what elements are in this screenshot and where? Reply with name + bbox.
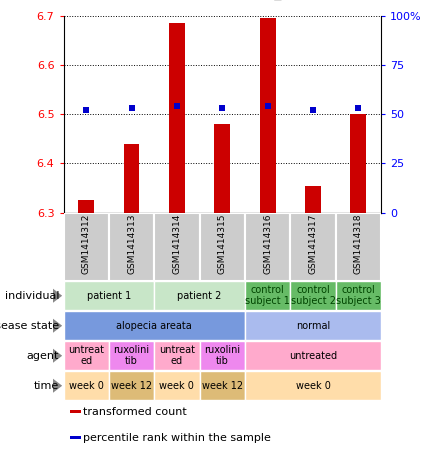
Polygon shape	[53, 289, 62, 303]
Bar	[169, 23, 185, 213]
Polygon shape	[53, 318, 62, 333]
Text: GSM1414313: GSM1414313	[127, 213, 136, 274]
Bar	[64, 371, 109, 400]
Bar	[154, 281, 245, 310]
Text: GSM1414314: GSM1414314	[173, 213, 181, 274]
Text: control
subject 2: control subject 2	[290, 285, 336, 306]
Text: transformed count: transformed count	[83, 407, 187, 417]
Text: control
subject 3: control subject 3	[336, 285, 381, 306]
Bar	[78, 200, 94, 213]
Bar	[109, 371, 154, 400]
Text: GSM1414312: GSM1414312	[82, 213, 91, 274]
Text: agent: agent	[27, 351, 59, 361]
Bar	[245, 311, 381, 340]
Text: week 12: week 12	[202, 381, 243, 391]
Bar	[336, 281, 381, 310]
Text: ruxolini
tib: ruxolini tib	[204, 345, 240, 366]
Bar	[154, 371, 200, 400]
Text: week 0: week 0	[69, 381, 104, 391]
Text: patient 2: patient 2	[177, 291, 222, 301]
Bar	[305, 186, 321, 213]
Text: GSM1414315: GSM1414315	[218, 213, 227, 274]
Bar	[200, 213, 245, 281]
Bar	[290, 213, 336, 281]
Text: normal: normal	[296, 321, 330, 331]
Text: alopecia areata: alopecia areata	[117, 321, 192, 331]
Text: individual: individual	[5, 291, 59, 301]
Text: untreat
ed: untreat ed	[68, 345, 104, 366]
Bar	[64, 311, 245, 340]
Bar	[154, 341, 200, 370]
Text: patient 1: patient 1	[87, 291, 131, 301]
Text: week 0: week 0	[296, 381, 330, 391]
Text: untreated: untreated	[289, 351, 337, 361]
Polygon shape	[53, 378, 62, 393]
Bar	[64, 213, 109, 281]
Bar	[200, 371, 245, 400]
Bar	[214, 124, 230, 213]
Bar	[245, 213, 290, 281]
Bar	[70, 436, 81, 439]
Text: GSM1414318: GSM1414318	[354, 213, 363, 274]
Bar	[109, 213, 154, 281]
Text: GSM1414317: GSM1414317	[308, 213, 318, 274]
Text: week 0: week 0	[159, 381, 194, 391]
Bar	[245, 281, 290, 310]
Bar	[64, 341, 109, 370]
Text: disease state: disease state	[0, 321, 59, 331]
Bar	[350, 114, 366, 213]
Bar	[245, 371, 381, 400]
Bar	[260, 18, 276, 213]
Bar	[70, 410, 81, 413]
Bar	[64, 281, 154, 310]
Bar	[290, 281, 336, 310]
Polygon shape	[53, 348, 62, 363]
Bar	[109, 341, 154, 370]
Bar	[336, 213, 381, 281]
Bar	[245, 341, 381, 370]
Text: time: time	[34, 381, 59, 391]
Text: untreat
ed: untreat ed	[159, 345, 195, 366]
Text: week 12: week 12	[111, 381, 152, 391]
Text: percentile rank within the sample: percentile rank within the sample	[83, 433, 271, 443]
Bar	[154, 213, 200, 281]
Text: ruxolini
tib: ruxolini tib	[113, 345, 150, 366]
Text: control
subject 1: control subject 1	[245, 285, 290, 306]
Text: GSM1414316: GSM1414316	[263, 213, 272, 274]
Bar	[124, 144, 139, 213]
Bar	[200, 341, 245, 370]
